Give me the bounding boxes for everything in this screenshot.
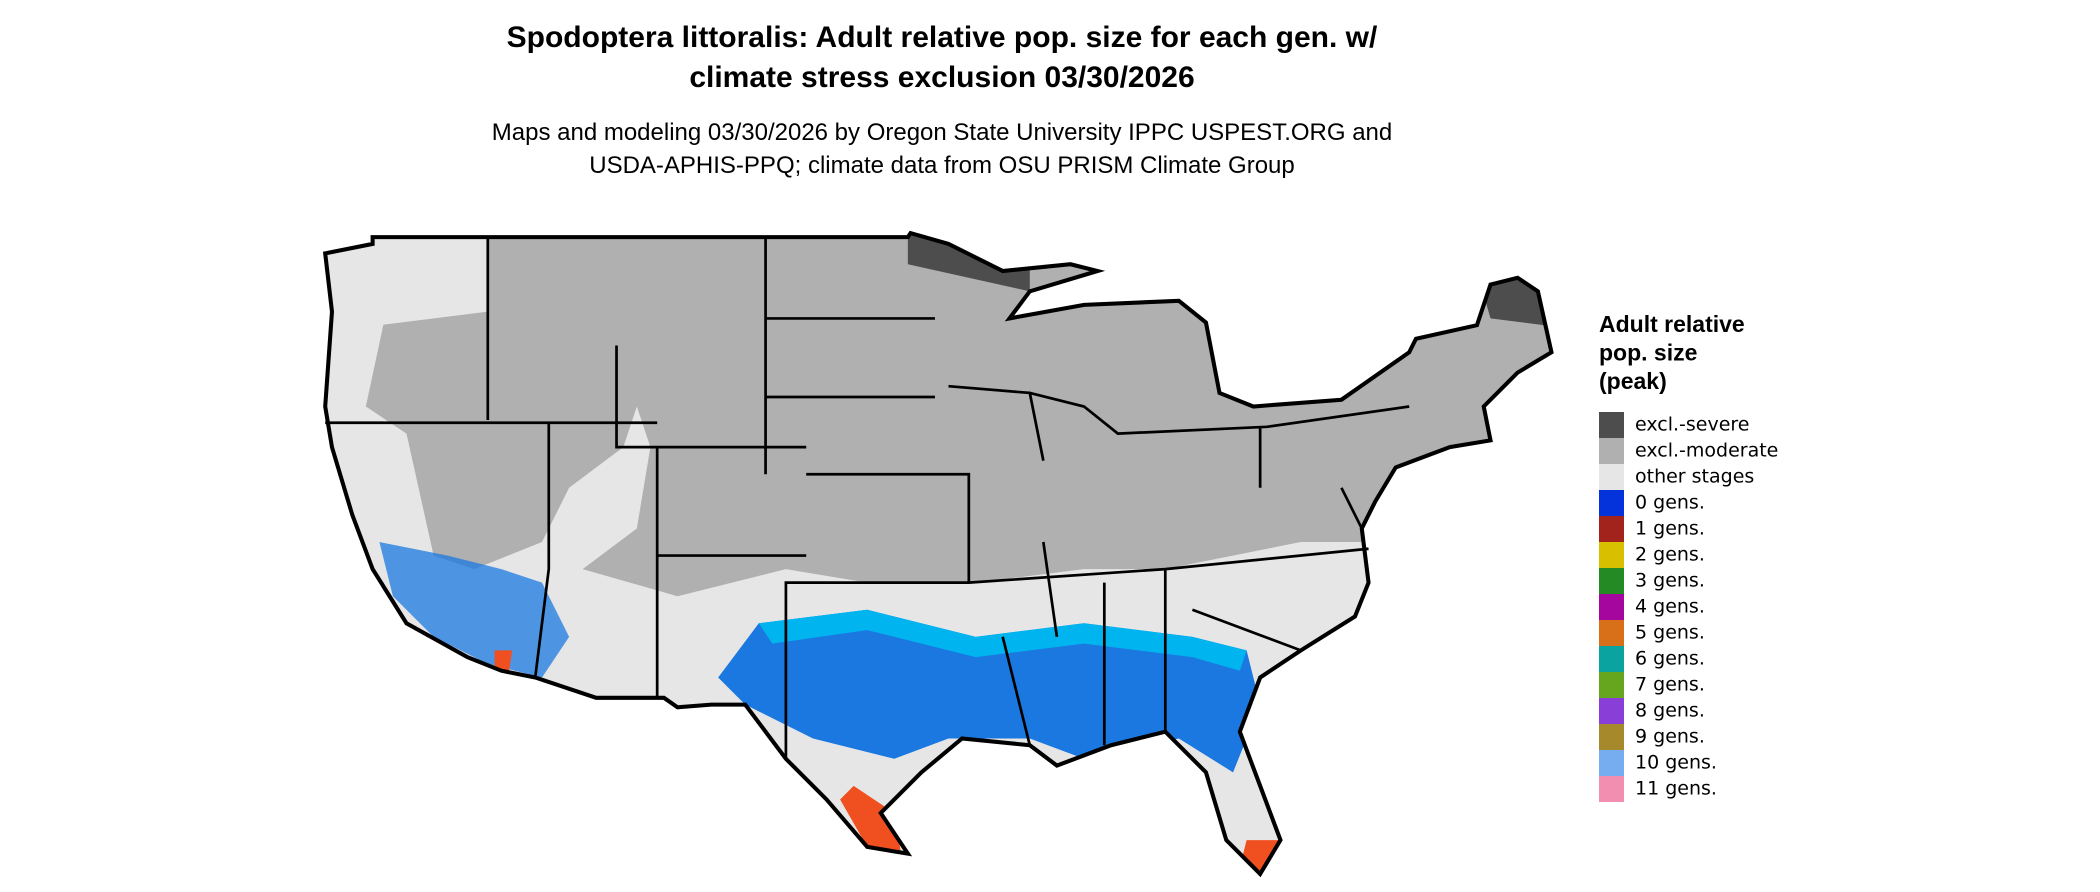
- legend-swatch: [1599, 568, 1624, 594]
- map-subtitle: Maps and modeling 03/30/2026 by Oregon S…: [492, 119, 1392, 179]
- map-title: Spodoptera littoralis: Adult relative po…: [507, 21, 1378, 94]
- legend-swatch: [1599, 542, 1624, 568]
- legend-label: 7 gens.: [1635, 674, 1705, 696]
- legend-swatch: [1599, 646, 1624, 672]
- legend-label: excl.-severe: [1635, 414, 1750, 436]
- legend-swatch: [1599, 776, 1624, 802]
- legend-label: 1 gens.: [1635, 518, 1705, 540]
- legend-label: 3 gens.: [1635, 570, 1705, 592]
- legend-label: 9 gens.: [1635, 726, 1705, 748]
- legend-label: 5 gens.: [1635, 622, 1705, 644]
- legend-label: 0 gens.: [1635, 492, 1705, 514]
- legend-label: other stages: [1635, 466, 1754, 488]
- legend-label: 4 gens.: [1635, 596, 1705, 618]
- legend-swatch: [1599, 438, 1624, 464]
- legend-swatch: [1599, 594, 1624, 620]
- legend-swatch: [1599, 620, 1624, 646]
- legend-label: 2 gens.: [1635, 544, 1705, 566]
- legend-label: excl.-moderate: [1635, 440, 1778, 462]
- legend-swatch: [1599, 464, 1624, 490]
- legend-swatch: [1599, 412, 1624, 438]
- legend-swatch: [1599, 490, 1624, 516]
- legend-swatch: [1599, 516, 1624, 542]
- legend-label: 6 gens.: [1635, 648, 1705, 670]
- legend-swatch: [1599, 724, 1624, 750]
- legend-title: Adult relative pop. size (peak): [1599, 311, 1745, 394]
- legend-label: 10 gens.: [1635, 752, 1717, 774]
- legend-swatch: [1599, 672, 1624, 698]
- legend-swatch: [1599, 750, 1624, 776]
- legend-label: 8 gens.: [1635, 700, 1705, 722]
- legend-swatch: [1599, 698, 1624, 724]
- legend-label: 11 gens.: [1635, 778, 1717, 800]
- us-map: [312, 217, 1572, 892]
- legend: excl.-severe excl.-moderate other stages 0 …: [1599, 412, 1778, 802]
